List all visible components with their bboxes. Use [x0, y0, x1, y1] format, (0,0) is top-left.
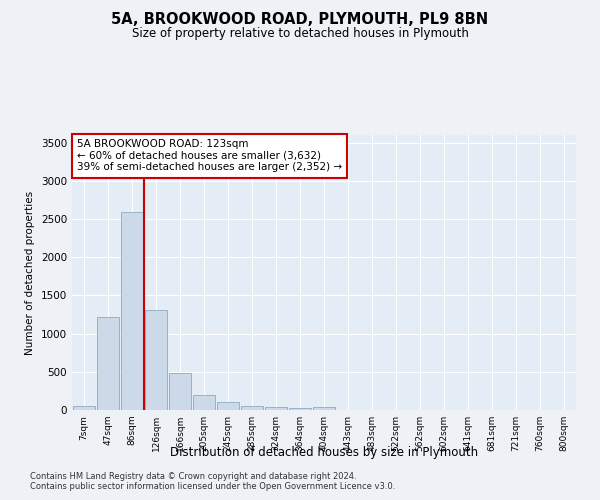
Bar — [121, 212, 143, 410]
Bar — [193, 394, 215, 410]
Bar — [241, 406, 263, 410]
Text: Contains HM Land Registry data © Crown copyright and database right 2024.: Contains HM Land Registry data © Crown c… — [30, 472, 356, 481]
Text: Size of property relative to detached houses in Plymouth: Size of property relative to detached ho… — [131, 28, 469, 40]
Text: 5A BROOKWOOD ROAD: 123sqm
← 60% of detached houses are smaller (3,632)
39% of se: 5A BROOKWOOD ROAD: 123sqm ← 60% of detac… — [77, 139, 342, 172]
Text: Distribution of detached houses by size in Plymouth: Distribution of detached houses by size … — [170, 446, 478, 459]
Bar — [145, 310, 167, 410]
Bar — [97, 317, 119, 410]
Bar — [169, 374, 191, 410]
Bar — [73, 406, 95, 410]
Bar — [313, 407, 335, 410]
Bar — [265, 408, 287, 410]
Bar — [289, 408, 311, 410]
Y-axis label: Number of detached properties: Number of detached properties — [25, 190, 35, 354]
Bar — [217, 402, 239, 410]
Text: 5A, BROOKWOOD ROAD, PLYMOUTH, PL9 8BN: 5A, BROOKWOOD ROAD, PLYMOUTH, PL9 8BN — [112, 12, 488, 28]
Text: Contains public sector information licensed under the Open Government Licence v3: Contains public sector information licen… — [30, 482, 395, 491]
